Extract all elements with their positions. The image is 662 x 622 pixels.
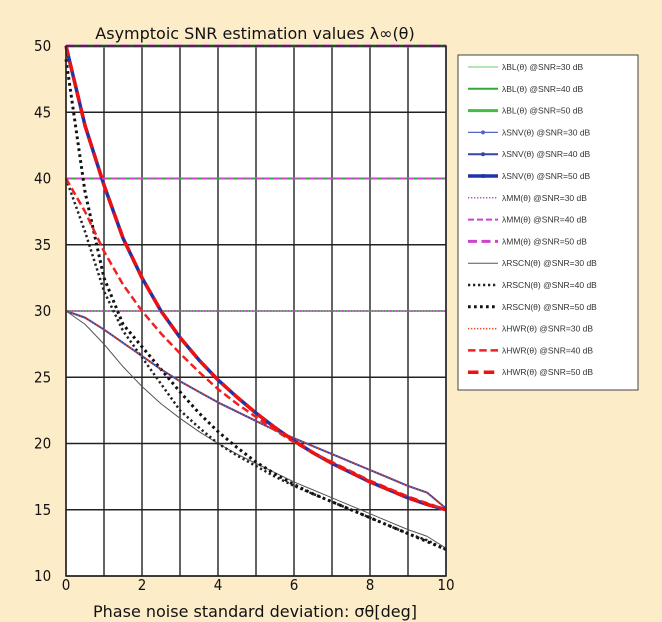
y-tick-label: 15 [34,501,51,519]
legend-label: λSNV(θ) @SNR=30 dB [502,127,591,137]
legend-label: λSNV(θ) @SNR=50 dB [502,171,591,181]
y-tick-label: 30 [34,302,51,320]
chart-title: Asymptoic SNR estimation values λ∞(θ) [95,24,414,43]
legend-label: λMM(θ) @SNR=40 dB [502,215,587,225]
y-tick-labels: 10 15 20 25 30 35 40 45 50 [34,37,51,585]
series-line [65,310,447,510]
legend-label: λRSCN(θ) @SNR=40 dB [502,280,597,290]
legend-label: λHWR(θ) @SNR=50 dB [502,367,593,377]
y-tick-label: 25 [34,368,51,386]
legend: λBL(θ) @SNR=30 dB λBL(θ) @SNR=40 dB λBL(θ)… [457,54,639,391]
x-tick-label: 8 [366,576,375,594]
series-line [64,178,447,551]
series-line [64,45,447,512]
x-tick-label: 2 [138,576,147,594]
legend-marker [481,174,485,178]
x-tick-label: 10 [437,576,454,594]
x-axis-label: Phase noise standard deviation: σθ[deg] [93,602,417,621]
x-tick-label: 4 [214,576,223,594]
legend-marker [481,130,485,135]
x-tick-label: 0 [62,576,71,594]
legend-label: λSNV(θ) @SNR=40 dB [502,149,591,159]
series-line [65,310,447,549]
y-tick-label: 10 [34,567,51,585]
y-tick-label: 35 [34,236,51,254]
legend-label: λRSCN(θ) @SNR=30 dB [502,258,597,268]
x-tick-labels: 0 2 4 6 8 10 [62,576,455,594]
y-tick-label: 45 [34,103,51,121]
legend-label: λMM(θ) @SNR=30 dB [502,193,587,203]
legend-label: λHWR(θ) @SNR=30 dB [502,324,593,334]
y-tick-label: 40 [34,170,51,188]
legend-label: λRSCN(θ) @SNR=50 dB [502,302,597,312]
y-tick-label: 50 [34,37,51,55]
legend-label: λHWR(θ) @SNR=40 dB [502,345,593,355]
series-line [64,59,447,551]
legend-label: λBL(θ) @SNR=50 dB [502,106,583,116]
y-tick-label: 20 [34,435,51,453]
legend-label: λBL(θ) @SNR=30 dB [502,62,583,72]
legend-marker [481,152,485,157]
plot-frame [65,45,447,577]
legend-label: λBL(θ) @SNR=40 dB [502,84,583,94]
x-tick-label: 6 [290,576,299,594]
legend-label: λMM(θ) @SNR=50 dB [502,236,587,246]
